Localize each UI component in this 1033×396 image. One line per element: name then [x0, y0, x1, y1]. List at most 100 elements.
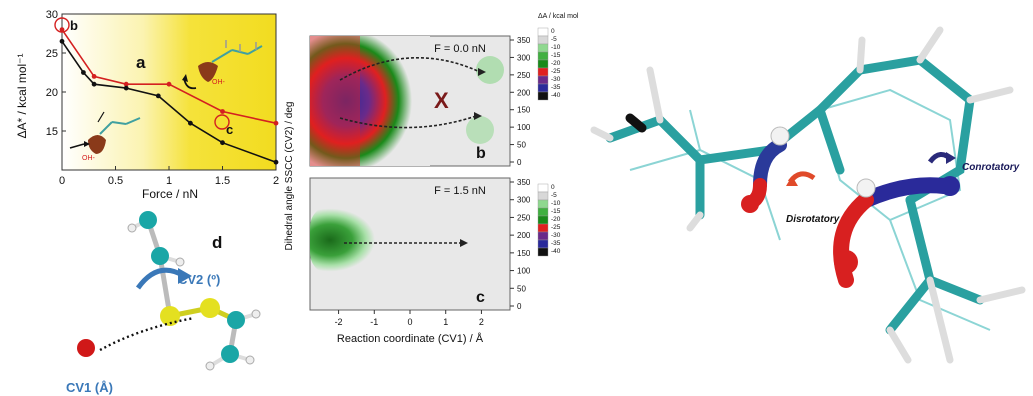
colorbar-tick: -40 — [551, 248, 561, 255]
point-c-marker — [214, 114, 230, 130]
heatmap-y-tick: 150 — [517, 106, 531, 115]
x-tick-label: 1.5 — [215, 175, 230, 187]
heatmap-y-tick: 50 — [517, 284, 526, 293]
series-point — [81, 70, 86, 75]
heatmap-y-tick: 300 — [517, 196, 531, 205]
colorbar-tick: -5 — [551, 192, 557, 199]
colorbar-swatch — [537, 59, 549, 69]
colorbar-tick: -25 — [551, 224, 561, 231]
colorbar-swatch — [537, 207, 549, 217]
molecule-render: Conrotatory Disrotatory — [590, 26, 1026, 364]
colorbar-swatch — [537, 35, 549, 45]
heatmap-c-force: F = 1.5 nN — [434, 185, 486, 197]
heatmap-y-tick: 200 — [517, 231, 531, 240]
x-tick-label: 0.5 — [108, 175, 123, 187]
colorbar-swatch — [537, 27, 549, 37]
x-tick-label: 2 — [273, 175, 279, 187]
main-structure — [605, 55, 985, 335]
heatmap-x-tick: 2 — [479, 317, 484, 327]
hydrogen-atom-2 — [856, 178, 876, 198]
carbon-atom — [139, 211, 157, 229]
carbon-atom — [227, 311, 245, 329]
heatmap-b-letter: b — [476, 145, 486, 162]
series-point — [59, 27, 65, 32]
series-point — [273, 159, 279, 165]
inset-oh-label-2: OH- — [82, 155, 96, 162]
colorbar-tick: -30 — [551, 76, 561, 83]
colorbar-swatch — [537, 83, 549, 93]
colorbar-tick: -5 — [551, 36, 557, 43]
heatmap-y-tick: 50 — [517, 141, 526, 150]
colorbar-tick: -10 — [551, 44, 561, 51]
heatmap-y-tick: 300 — [517, 53, 531, 62]
hydrogen-atom — [175, 257, 185, 267]
oxygen-atom — [77, 339, 95, 357]
colorbar-tick: -10 — [551, 200, 561, 207]
panel-a-ylabel: ΔA* / kcal mol⁻¹ — [15, 53, 29, 138]
carbon-atom — [151, 247, 169, 265]
y-tick-label: 20 — [46, 87, 58, 99]
colorbar-swatch — [537, 183, 549, 193]
series-point — [59, 38, 65, 44]
colorbar-tick: -40 — [551, 92, 561, 99]
colorbar-swatch — [537, 67, 549, 77]
series-point — [123, 81, 129, 87]
carbon-atom — [221, 345, 239, 363]
colorbar-tick: -35 — [551, 84, 561, 91]
colorbar-swatch — [537, 239, 549, 249]
colorbar-swatch — [537, 199, 549, 209]
colorbar-tick: -15 — [551, 208, 561, 215]
path-arrow-lower — [339, 115, 477, 129]
heatmap-b-x-mark: X — [434, 88, 449, 113]
series-point — [155, 93, 161, 99]
cv2-label: CV2 (º) — [178, 272, 220, 287]
colorbar-swatch — [537, 75, 549, 85]
colorbar-tick: -30 — [551, 232, 561, 239]
panel-a-chart: 0 0.5 1 1.5 2 15 20 25 30 a ΔA* / kcal mol⁻¹ For… — [15, 9, 279, 201]
colorbar-swatch — [537, 231, 549, 241]
colorbar-tick: -20 — [551, 216, 561, 223]
heatmap-x-tick: -2 — [335, 317, 343, 327]
colorbar-tick: -20 — [551, 60, 561, 67]
y-tick-label: 15 — [46, 126, 58, 138]
heatmap-y-tick: 350 — [517, 178, 531, 187]
colorbar-tick: -15 — [551, 52, 561, 59]
heatmap-c-ylabel: Dihedral angle SSCC (CV2) / deg — [284, 102, 295, 251]
inset-molecule-stretched: OH- — [182, 40, 263, 90]
series-point — [188, 120, 193, 126]
series-point — [220, 109, 225, 114]
heatmap-y-tick: 0 — [517, 302, 522, 311]
heatmap-y-tick: 150 — [517, 249, 531, 258]
heatmap-y-tick: 0 — [517, 158, 522, 167]
panel-d-molecule: d CV2 (º) CV1 (Å) — [66, 211, 261, 395]
colorbar-swatch — [537, 247, 549, 257]
colorbar-tick: -35 — [551, 240, 561, 247]
cv1-dotted-path — [99, 316, 195, 352]
conrotatory-end-atom — [940, 176, 960, 196]
y-tick-label: 30 — [46, 9, 58, 21]
hydrogen-atom — [251, 309, 261, 319]
heatmap-c-xlabel: Reaction coordinate (CV1) / Å — [337, 332, 484, 345]
heatmap-c-letter: c — [476, 289, 485, 306]
panel-d-letter: d — [212, 233, 222, 252]
heatmap-x-tick: -1 — [370, 317, 378, 327]
point-c-label: c — [226, 122, 233, 137]
colorbar-swatch — [537, 51, 549, 61]
disrotatory-label: Disrotatory — [786, 214, 840, 225]
series-point — [91, 81, 97, 87]
colorbar-tick: 0 — [551, 184, 555, 191]
heatmap-y-tick: 250 — [517, 213, 531, 222]
hydrogen-atom — [205, 361, 215, 371]
hydrogen-atom — [245, 355, 255, 365]
heatmap-x-tick: 1 — [443, 317, 448, 327]
inset-oh-label-1: OH- — [212, 79, 226, 86]
heatmap-y-tick: 100 — [517, 267, 531, 276]
series-point — [166, 81, 172, 87]
x-tick-label: 1 — [166, 175, 172, 187]
series-line-1 — [61, 40, 277, 163]
colorbar-swatch — [537, 223, 549, 233]
sulfur-atom — [200, 298, 220, 318]
inset-molecule-relaxed: OH- — [69, 111, 141, 162]
conrotatory-red-end-atom — [834, 250, 858, 274]
hydrogen-stubs — [590, 26, 1026, 364]
